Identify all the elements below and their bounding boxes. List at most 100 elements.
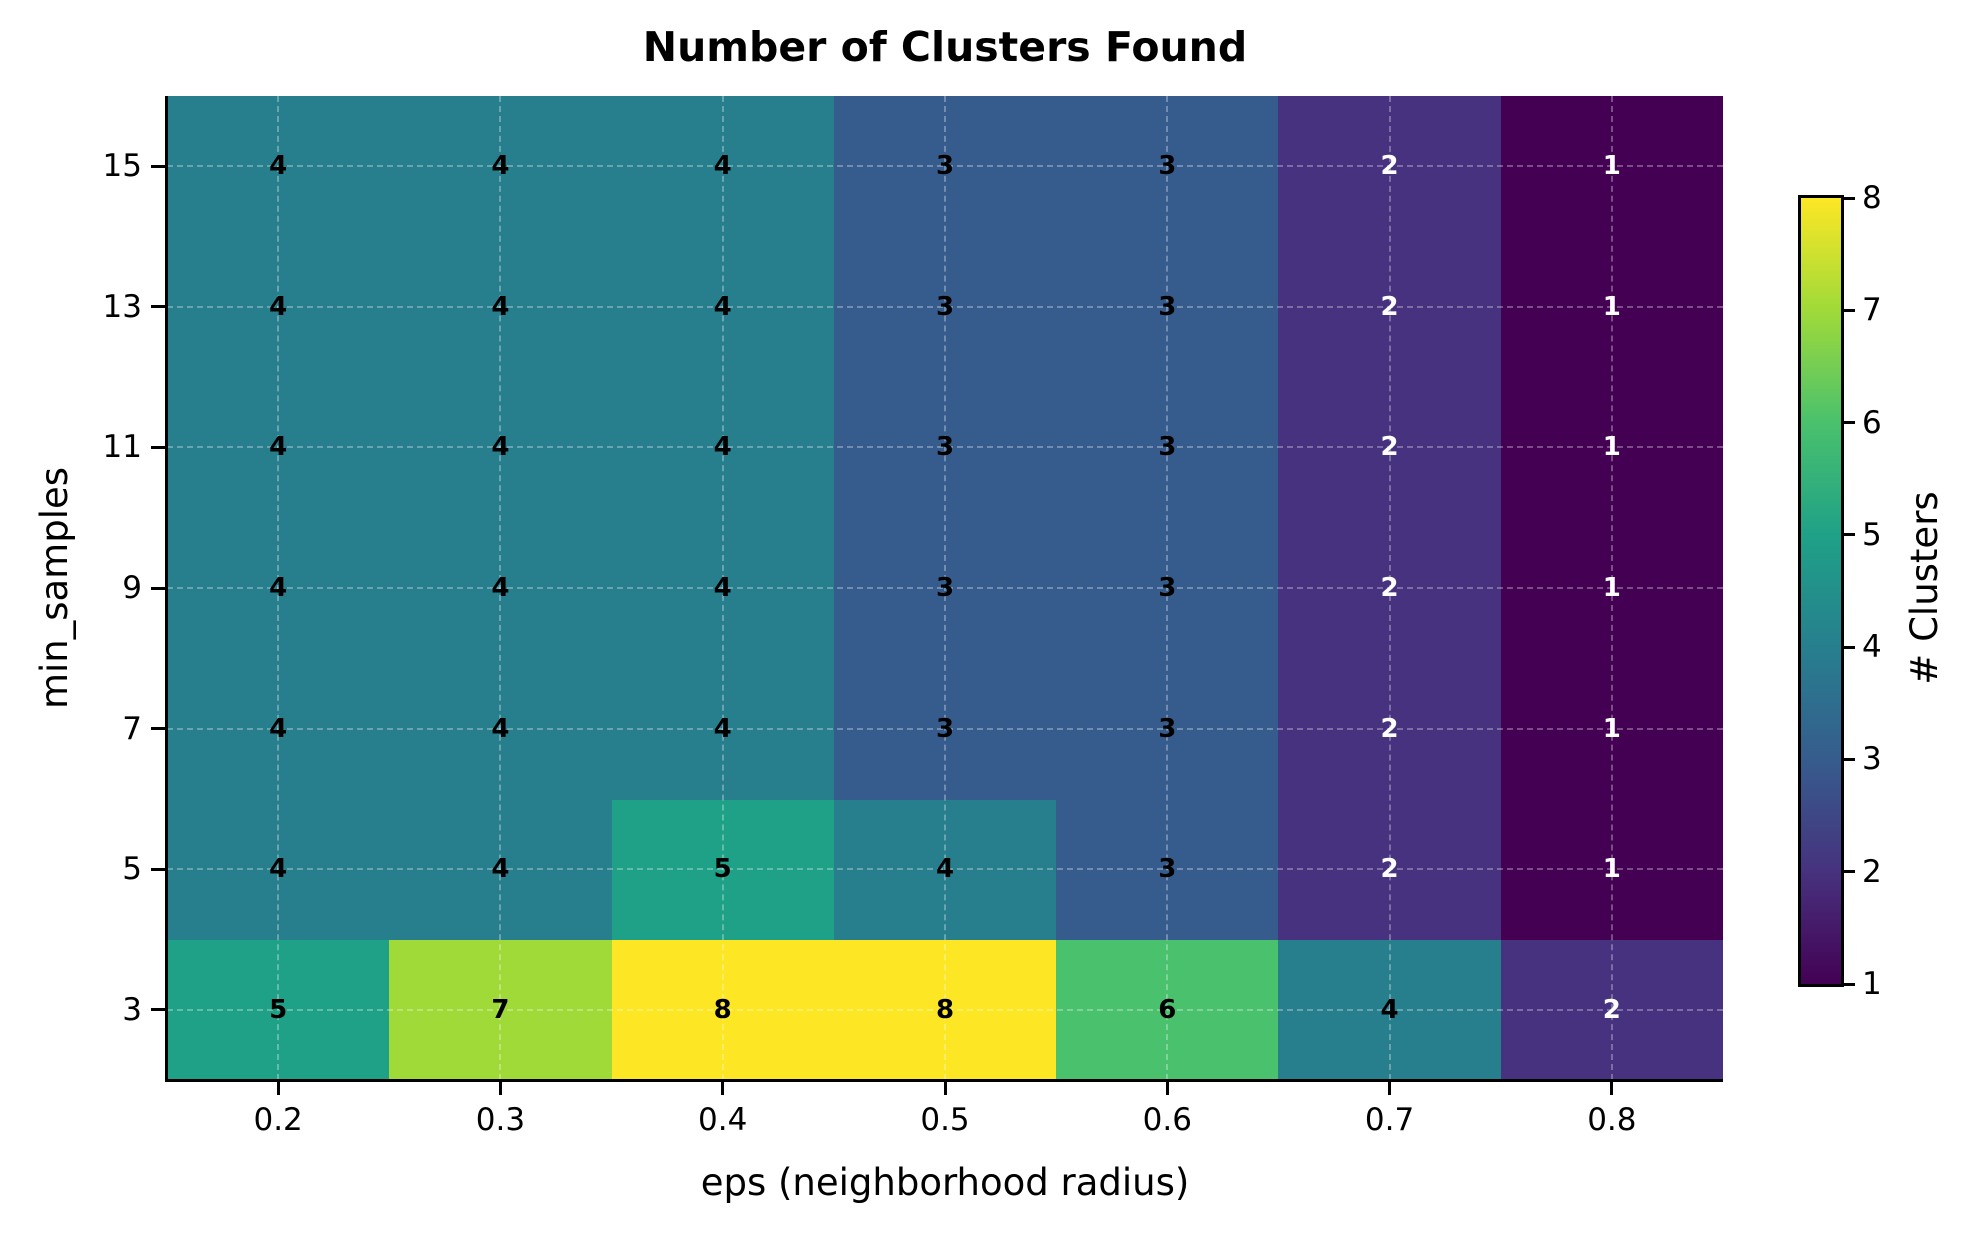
cell-value-label: 3 — [935, 291, 955, 322]
colorbar-tick-label: 4 — [1862, 629, 1882, 666]
y-tick-label: 9 — [122, 570, 142, 606]
x-tick-mark — [498, 1081, 502, 1095]
cell-value-label: 4 — [491, 713, 510, 744]
cell-value-label: 2 — [1380, 291, 1399, 322]
cell-value-label: 1 — [1602, 291, 1621, 322]
cell-value-label: 2 — [1380, 151, 1399, 182]
y-tick-label: 7 — [122, 710, 142, 747]
heatmap-cell — [833, 96, 1058, 238]
heatmap-cell — [389, 96, 613, 238]
cell-value-label: 1 — [1602, 151, 1621, 182]
heatmap-cell — [611, 236, 835, 379]
heatmap-cell — [611, 658, 835, 800]
cell-value-label: 4 — [1380, 994, 1399, 1025]
cell-value-label: 1 — [1602, 854, 1621, 885]
cell-value-label: 4 — [269, 713, 288, 744]
cell-value-label: 8 — [713, 994, 732, 1025]
cell-value-label: 4 — [269, 151, 288, 182]
heatmap-cell — [389, 517, 613, 660]
x-tick-mark — [943, 1081, 947, 1095]
cell-value-label: 3 — [935, 432, 955, 463]
grid-line-horizontal — [167, 727, 1723, 730]
cell-value-label: 4 — [491, 291, 510, 322]
heatmap-cell — [1056, 939, 1280, 1080]
colorbar-tick-mark — [1841, 982, 1855, 986]
heatmap-cell — [1056, 517, 1280, 660]
cell-value-label: 4 — [491, 151, 510, 182]
heatmap-cell — [167, 658, 391, 800]
y-axis-label: min_samples — [33, 466, 76, 710]
heatmap-cell — [1278, 236, 1502, 379]
colorbar-tick-label: 5 — [1862, 516, 1882, 553]
cell-value-label: 5 — [713, 854, 732, 885]
cell-value-label: 2 — [1380, 573, 1399, 603]
grid-line-horizontal — [167, 305, 1723, 308]
heatmap-cell — [833, 939, 1058, 1080]
grid-line-horizontal — [167, 446, 1723, 449]
cell-value-label: 4 — [269, 432, 288, 463]
grid-line-vertical — [721, 96, 724, 1080]
cell-value-label: 1 — [1602, 573, 1621, 603]
heatmap-cell — [1278, 658, 1502, 800]
colorbar-label: # Clusters — [1903, 491, 1946, 685]
heatmap-cell — [1056, 236, 1280, 379]
grid-line-vertical — [1166, 96, 1169, 1080]
heatmap-cell — [389, 236, 613, 379]
heatmap-cell — [1500, 377, 1723, 519]
heatmap-cell — [611, 798, 835, 941]
cell-value-label: 3 — [935, 713, 955, 744]
grid-line-vertical — [277, 96, 280, 1080]
cell-value-label: 4 — [713, 291, 732, 322]
y-tick-label: 5 — [122, 851, 142, 888]
cell-value-label: 2 — [1602, 994, 1621, 1025]
cell-value-label: 6 — [1158, 994, 1177, 1025]
heatmap-cell — [1278, 798, 1502, 941]
heatmap-cell — [1500, 96, 1723, 238]
cell-value-label: 4 — [269, 291, 288, 322]
grid-line-horizontal — [167, 1008, 1723, 1011]
cell-value-label: 3 — [935, 151, 955, 182]
y-tick-mark — [151, 164, 165, 168]
heatmap-cell — [611, 377, 835, 519]
colorbar-tick-mark — [1841, 308, 1855, 312]
heatmap-cell — [611, 517, 835, 660]
heatmap-cell — [1500, 798, 1723, 941]
cell-value-label: 3 — [1158, 573, 1177, 603]
heatmap-cell — [1278, 377, 1502, 519]
cell-value-label: 3 — [1158, 151, 1177, 182]
heatmap-cell — [167, 798, 391, 941]
grid-line-vertical — [499, 96, 502, 1080]
x-tick-mark — [276, 1081, 280, 1095]
cell-value-label: 3 — [1158, 854, 1177, 885]
heatmap-cell — [1056, 798, 1280, 941]
heatmap-cell — [833, 377, 1058, 519]
colorbar-tick-mark — [1841, 757, 1855, 761]
cell-value-label: 4 — [713, 573, 732, 603]
cell-value-label: 2 — [1380, 432, 1399, 463]
heatmap-cell — [833, 658, 1058, 800]
cell-value-label: 7 — [491, 994, 510, 1025]
heatmap-cell — [167, 939, 391, 1080]
heatmap-cell — [1278, 517, 1502, 660]
y-tick-mark — [151, 1008, 165, 1012]
y-tick-label: 13 — [102, 288, 142, 325]
heatmap-cell — [389, 939, 613, 1080]
heatmap-cell — [1500, 658, 1723, 800]
cell-value-label: 4 — [269, 573, 288, 603]
cell-value-label: 4 — [269, 854, 288, 885]
y-tick-label: 11 — [102, 429, 142, 466]
cell-value-label: 3 — [1158, 713, 1177, 744]
x-tick-label: 0.3 — [475, 1102, 526, 1138]
heatmap-cell — [1500, 939, 1723, 1080]
x-tick-mark — [721, 1081, 725, 1095]
x-tick-mark — [1388, 1081, 1392, 1095]
y-tick-label: 15 — [102, 148, 142, 185]
cell-value-label: 8 — [935, 994, 955, 1025]
heatmap-plot-area: 5 7 8 8 6 4 2 4 4 5 4 3 2 1 4 4 4 3 3 2 1 4 4 4 3 3 2 1 4 4 4 3 3 2 1 4 4 4 3 3… — [167, 96, 1723, 1080]
cell-value-label: 4 — [935, 854, 955, 885]
colorbar-tick-mark — [1841, 533, 1855, 537]
heatmap-cell — [389, 798, 613, 941]
x-tick-label: 0.4 — [698, 1102, 748, 1138]
heatmap-cell — [833, 798, 1058, 941]
cell-value-label: 4 — [713, 151, 732, 182]
